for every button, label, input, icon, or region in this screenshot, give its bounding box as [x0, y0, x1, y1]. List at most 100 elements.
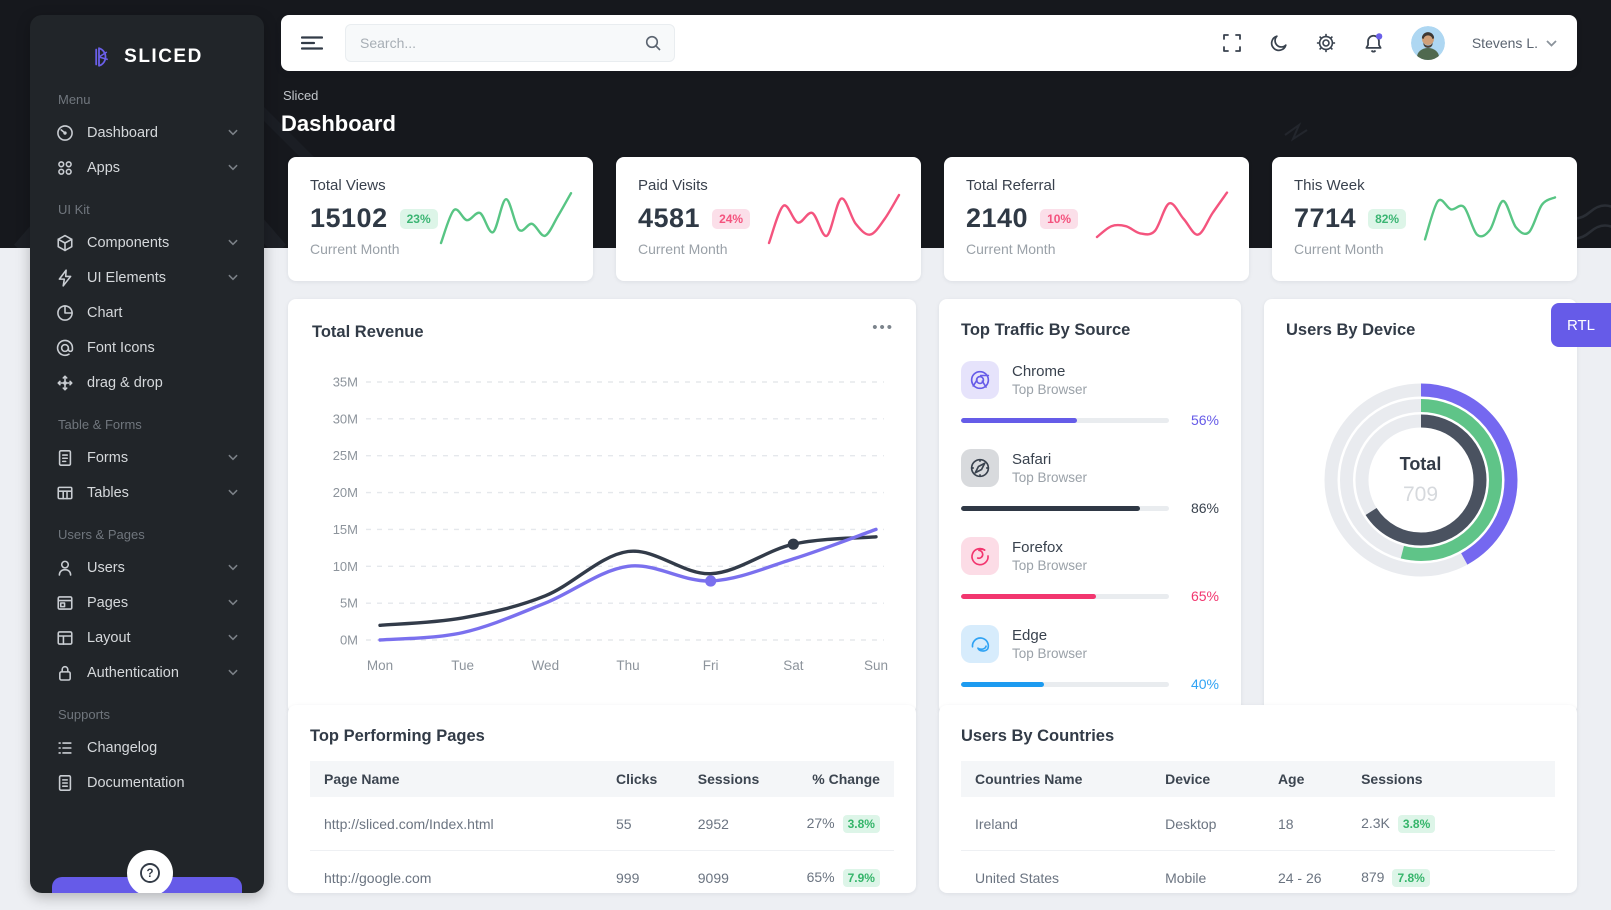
traffic-row-edge: Edge Top Browser 40%: [961, 625, 1219, 692]
safari-browser-icon: [961, 449, 999, 487]
stat-label: Total Views: [310, 177, 386, 194]
traffic-progress-fill: [961, 593, 1097, 599]
traffic-name: Edge: [1012, 627, 1048, 644]
tables-icon: [56, 484, 74, 502]
table-row: United States Mobile 24 - 26 879 7.8%: [961, 851, 1555, 893]
table-cell-sessions: 9099: [697, 869, 729, 886]
help-button[interactable]: ?: [127, 850, 173, 893]
table-cell-sessions: 2.3K 3.8%: [1347, 814, 1555, 833]
sidebar-item-label: Layout: [87, 629, 131, 646]
stat-value: 4581: [638, 203, 701, 233]
user-name: Stevens L.: [1471, 35, 1538, 51]
traffic-percent: 40%: [1190, 676, 1219, 692]
traffic-row-safari: Safari Top Browser 86%: [961, 449, 1219, 516]
search-input[interactable]: [360, 35, 644, 51]
svg-text:25M: 25M: [333, 448, 358, 463]
card-options-icon[interactable]: •••: [872, 319, 894, 336]
fullscreen-icon[interactable]: [1222, 33, 1242, 53]
chevron-down-icon: [228, 274, 238, 281]
search-icon[interactable]: [644, 34, 662, 52]
sidebar-item-label: Documentation: [87, 774, 185, 791]
sidebar-item-changelog[interactable]: Changelog: [56, 730, 238, 765]
column-header: Device: [1165, 771, 1211, 787]
sidebar-item-drag-drop[interactable]: drag & drop: [56, 365, 238, 400]
chevron-down-icon: [228, 489, 238, 496]
traffic-progress-track: [961, 417, 1169, 423]
moon-icon[interactable]: [1269, 33, 1289, 53]
sidebar-item-dashboard[interactable]: Dashboard: [56, 115, 238, 150]
column-header: Sessions: [1361, 771, 1423, 787]
stat-sparkline: [1423, 196, 1557, 241]
sidebar-item-label: Forms: [87, 449, 129, 466]
search-box: [345, 24, 675, 62]
svg-text:20M: 20M: [333, 485, 358, 500]
stat-change-badge: 23%: [399, 208, 438, 229]
sidebar-item-label: Changelog: [87, 739, 158, 756]
sidebar-item-label: Pages: [87, 594, 129, 611]
dashboard-icon: [56, 124, 74, 142]
table-cell-page: http://sliced.com/Index.html: [324, 815, 494, 832]
brand-logo[interactable]: SLICED: [30, 15, 264, 69]
countries-table: Countries Name Device Age Sessions Ireland De…: [961, 761, 1555, 893]
changelog-icon: [56, 739, 74, 757]
sidebar-item-authentication[interactable]: Authentication: [56, 655, 238, 690]
sidebar-item-font-icons[interactable]: Font Icons: [56, 330, 238, 365]
traffic-sublabel: Top Browser: [1012, 558, 1088, 573]
table-row: Ireland Desktop 18 2.3K 3.8%: [961, 797, 1555, 851]
sidebar-item-layout[interactable]: Layout: [56, 620, 238, 655]
topbar-actions: Stevens L.: [1222, 26, 1557, 60]
user-menu[interactable]: Stevens L.: [1472, 35, 1557, 51]
device-donut-chart: Total 709: [1321, 380, 1521, 580]
table-row: http://sliced.com/Index.html 55 2952 27% 3.8…: [310, 797, 894, 851]
sidebar-item-ui-elements[interactable]: UI Elements: [56, 260, 238, 295]
sidebar-item-chart[interactable]: Chart: [56, 295, 238, 330]
sidebar-item-tables[interactable]: Tables: [56, 475, 238, 510]
sidebar-item-label: Apps: [87, 159, 121, 176]
sidebar-item-documentation[interactable]: Documentation: [56, 765, 238, 800]
svg-text:?: ?: [146, 868, 153, 880]
sidebar-item-forms[interactable]: Forms: [56, 440, 238, 475]
stat-card-this-week: This Week 7714 82% Current Month: [1272, 157, 1577, 281]
svg-text:Mon: Mon: [367, 658, 393, 673]
svg-text:5M: 5M: [340, 596, 358, 611]
forms-icon: [56, 449, 74, 467]
traffic-progress-track: [961, 593, 1169, 599]
question-icon: ?: [140, 863, 160, 883]
sidebar-item-users[interactable]: Users: [56, 550, 238, 585]
apps-icon: [56, 159, 74, 177]
users-by-countries-card: Users By Countries Countries Name Device A…: [939, 705, 1577, 893]
stat-sparkline: [767, 193, 901, 245]
svg-text:Fri: Fri: [703, 658, 719, 673]
pages-table: Page Name Clicks Sessions % Change http://sl…: [310, 761, 894, 893]
svg-text:15M: 15M: [333, 522, 358, 537]
traffic-progress-fill: [961, 417, 1078, 423]
traffic-list: Chrome Top Browser 56% Safari Top Browser 86%…: [961, 361, 1219, 692]
sidebar-item-label: Users: [87, 559, 125, 576]
revenue-line-chart: 0M 5M 10M 15M 20M 25M 30M 35M Mon Tue Wed Thu Fri Sat…: [333, 375, 888, 674]
traffic-progress-fill: [961, 681, 1045, 687]
menu-toggle-icon[interactable]: [301, 35, 323, 51]
sidebar-item-label: drag & drop: [87, 374, 163, 391]
sliced-logo-icon: [95, 47, 109, 67]
sidebar-item-label: Components: [87, 234, 170, 251]
svg-text:Tue: Tue: [451, 658, 474, 673]
sidebar-item-label: Dashboard: [87, 124, 158, 141]
bell-icon[interactable]: [1363, 32, 1384, 54]
sidebar-item-components[interactable]: Components: [56, 225, 238, 260]
stat-change-badge: 82%: [1368, 208, 1407, 229]
avatar[interactable]: [1410, 26, 1445, 60]
rtl-toggle-button[interactable]: RTL: [1551, 303, 1611, 347]
chevron-down-icon: [228, 239, 238, 246]
change-badge: 3.8%: [842, 814, 880, 833]
chrome-browser-icon: [961, 361, 999, 399]
card-title: Users By Device: [1286, 321, 1416, 339]
sidebar-item-pages[interactable]: Pages: [56, 585, 238, 620]
sidebar-item-apps[interactable]: Apps: [56, 150, 238, 185]
column-header: Age: [1277, 771, 1305, 787]
layout-icon: [56, 629, 74, 647]
gear-icon[interactable]: [1316, 33, 1336, 53]
chevron-down-icon: [228, 164, 238, 171]
docs-icon: [56, 774, 74, 792]
stat-label: Paid Visits: [638, 177, 708, 194]
font-icons-icon: [56, 339, 74, 357]
